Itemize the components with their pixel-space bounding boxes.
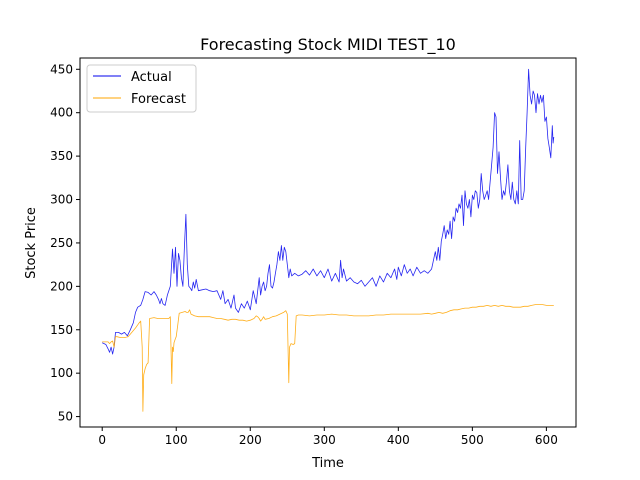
legend-label-actual: Actual xyxy=(131,70,172,85)
chart-title: Forecasting Stock MIDI TEST_10 xyxy=(200,35,456,55)
series-line-forecast xyxy=(102,304,554,412)
y-tick-label: 250 xyxy=(50,236,73,250)
y-axis-label: Stock Price xyxy=(24,207,39,279)
x-tick-label: 500 xyxy=(461,433,484,447)
y-tick-label: 450 xyxy=(50,62,73,76)
y-tick-label: 400 xyxy=(50,106,73,120)
x-tick-label: 0 xyxy=(98,433,106,447)
x-axis-ticks: 0 100 200 300 400 500 600 xyxy=(98,427,558,447)
x-tick-label: 100 xyxy=(165,433,188,447)
legend-box xyxy=(86,64,197,113)
legend: Actual Forecast xyxy=(86,64,197,113)
legend-label-forecast: Forecast xyxy=(131,92,186,107)
y-tick-label: 200 xyxy=(50,279,73,293)
x-tick-label: 400 xyxy=(387,433,410,447)
y-axis-ticks: 50 100 150 200 250 300 350 400 450 xyxy=(50,62,80,424)
plot-frame xyxy=(79,57,577,428)
plot-area xyxy=(79,57,577,428)
series-line-actual xyxy=(102,68,555,355)
x-tick-label: 600 xyxy=(535,433,558,447)
y-tick-label: 50 xyxy=(58,410,73,424)
x-tick-label: 300 xyxy=(313,433,336,447)
x-tick-label: 200 xyxy=(239,433,262,447)
y-tick-label: 100 xyxy=(50,366,73,380)
y-tick-label: 300 xyxy=(50,193,73,207)
x-axis-label: Time xyxy=(311,456,344,471)
series-layer xyxy=(102,68,555,412)
y-tick-label: 150 xyxy=(50,323,73,337)
y-tick-label: 350 xyxy=(50,149,73,163)
